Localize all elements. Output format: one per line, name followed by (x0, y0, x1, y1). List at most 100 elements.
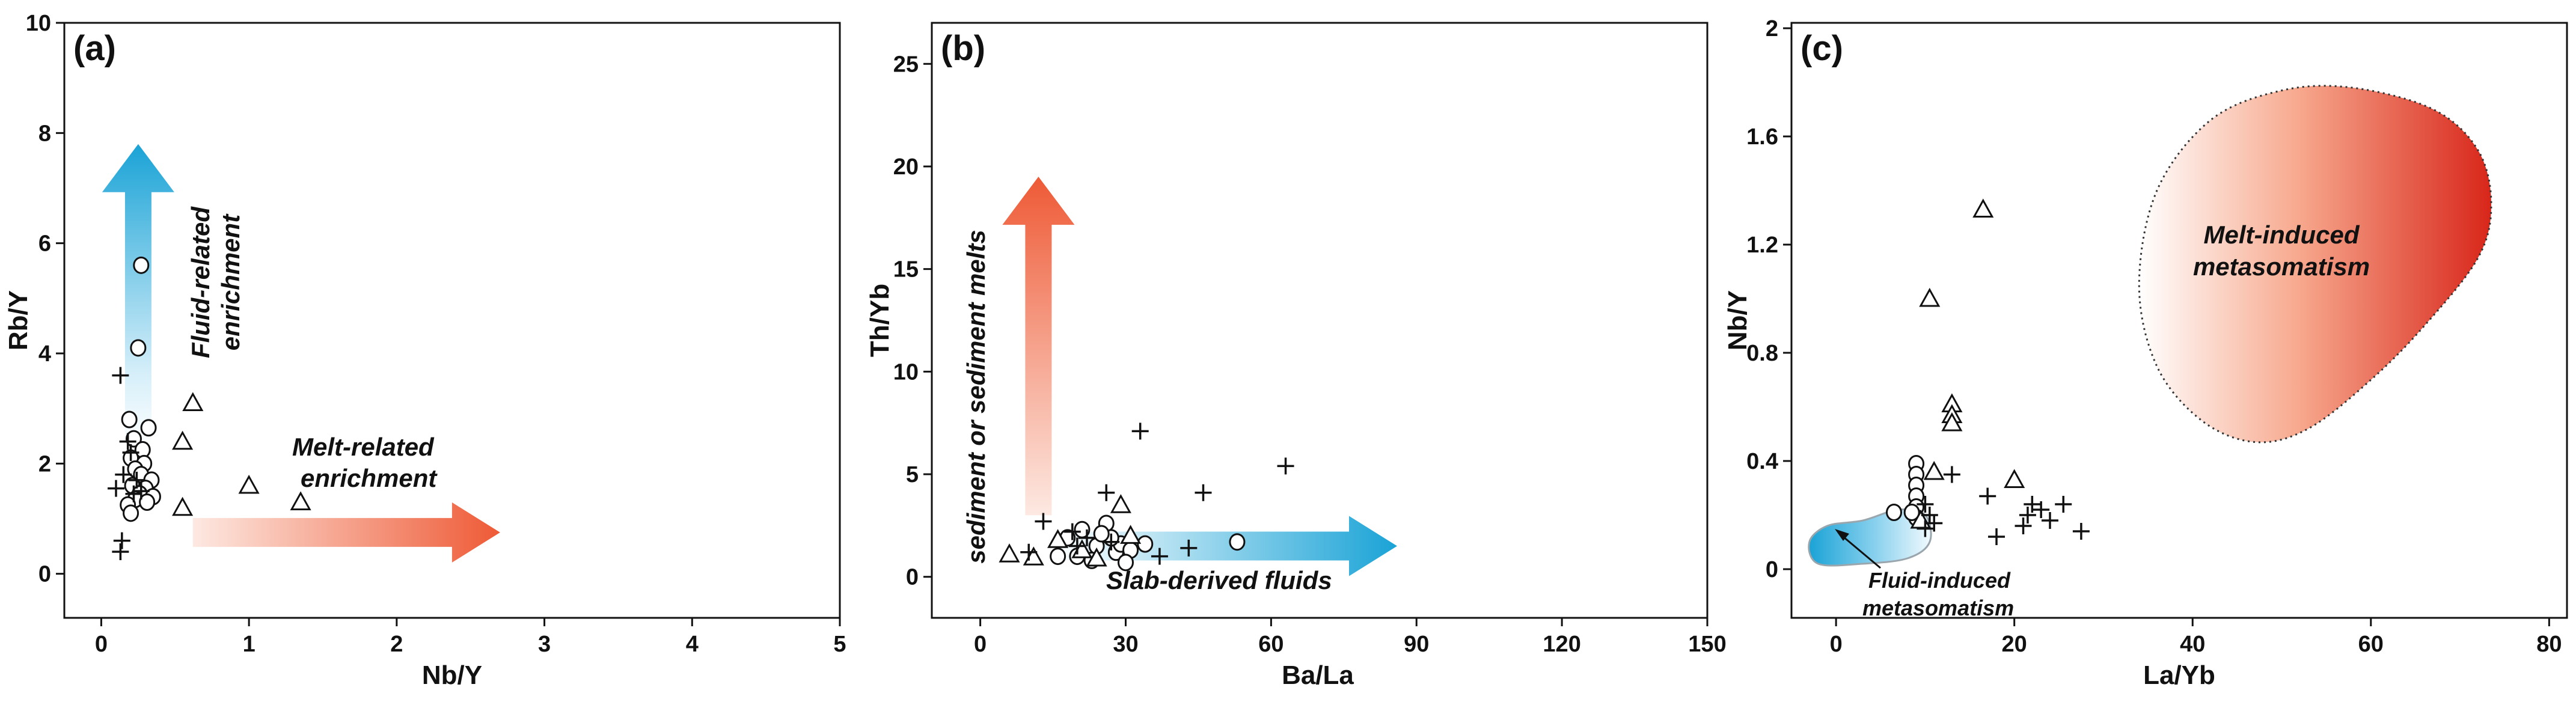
triangle-point (172, 496, 194, 516)
cross-point (115, 466, 132, 483)
panel-b-label: (b) (941, 29, 985, 68)
cross-point (1151, 548, 1168, 565)
panel-c: 0 20 40 60 80 0 0.4 0.8 1.2 1.6 2 (c) La/Yb Nb/Y M… (1723, 16, 2568, 690)
cross-point (1926, 514, 1943, 532)
panel-a-label: (a) (73, 29, 116, 68)
melt-induced-label: Melt-induced (2204, 221, 2360, 249)
panel-c-xtick-label: 40 (2180, 632, 2205, 657)
triangle-point (1120, 525, 1142, 544)
fluid-region-pointer (1839, 533, 1881, 569)
cross-point (1921, 507, 1938, 523)
cross-point (1103, 533, 1120, 551)
panel-b-ticks: 0 30 60 90 120 150 0 5 10 15 20 25 (893, 52, 1727, 657)
fluid-metasomatism-label: metasomatism (1862, 596, 2014, 620)
circle-point (1903, 504, 1920, 521)
cross-point (1917, 496, 1934, 513)
cross-point (1277, 457, 1294, 475)
panel-b-ylabel: Th/Yb (865, 284, 895, 357)
panel-a-points (108, 256, 311, 560)
cross-point (125, 485, 142, 502)
circle-point (1093, 525, 1110, 543)
panel-a-xtick-label: 2 (390, 632, 403, 657)
panel-a-arrow-right (192, 502, 500, 563)
panel-b-plot-frame (931, 22, 1709, 619)
cross-point (1180, 539, 1198, 557)
panel-a-arrow-up (102, 144, 174, 447)
panel-a-xlabel: Nb/Y (422, 661, 482, 690)
panel-c-label: (c) (1800, 29, 1843, 68)
cross-point (128, 471, 145, 489)
fluid-enrichment-label: enrichment (216, 213, 245, 350)
panel-a: 0 1 2 3 4 5 0 2 4 6 8 10 (a) Nb/Y Rb/Y Fluid-relate… (4, 11, 846, 690)
cross-point (1195, 484, 1212, 501)
melt-enrichment-label: enrichment (301, 464, 438, 492)
triangle-point (1023, 546, 1044, 566)
circle-point (1137, 535, 1154, 553)
panel-b-ytick-label: 10 (893, 359, 919, 385)
triangle-point (2004, 469, 2025, 488)
panel-b-ytick-label: 0 (906, 565, 919, 590)
cross-point (1078, 529, 1095, 546)
circle-point (123, 504, 139, 522)
cross-point (119, 433, 136, 450)
cross-point (113, 532, 130, 549)
cross-point (122, 444, 139, 461)
circle-point (1229, 533, 1246, 551)
circle-point (133, 256, 150, 274)
panel-a-ytick-label: 8 (38, 121, 51, 146)
panel-c-xtick-label: 0 (1830, 632, 1843, 657)
panel-a-ylabel: Rb/Y (4, 290, 33, 350)
cross-point (108, 480, 124, 497)
panel-c-ytick-label: 0.4 (1746, 449, 1778, 474)
panel-a-xtick-label: 4 (686, 632, 699, 657)
panel-a-ytick-label: 0 (38, 562, 51, 587)
cross-point (112, 543, 129, 560)
panel-a-xtick-label: 1 (243, 632, 255, 657)
cross-point (1063, 523, 1081, 540)
panel-a-ytick-label: 10 (26, 11, 51, 36)
cross-point (1979, 487, 1996, 505)
panel-b-xtick-label: 60 (1258, 632, 1283, 657)
triangle-point (1941, 412, 1963, 432)
triangle-point (172, 430, 194, 450)
sediment-melts-label: sediment or sediment melts (962, 230, 990, 564)
fluid-induced-label: Fluid-induced (1868, 568, 2011, 593)
circle-point (1886, 504, 1903, 521)
cross-point (1943, 466, 1960, 483)
panel-c-ticks: 0 20 40 60 80 0 0.4 0.8 1.2 1.6 2 (1746, 16, 2562, 657)
cross-point (132, 483, 150, 500)
panel-a-ytick-label: 6 (38, 231, 51, 257)
panel-c-ytick-label: 1.6 (1746, 124, 1778, 150)
panel-a-xtick-label: 0 (95, 632, 108, 657)
panel-a-ticks: 0 1 2 3 4 5 0 2 4 6 8 10 (26, 11, 846, 657)
panel-b-arrow-right (1053, 516, 1397, 576)
panel-b-arrow-up (1002, 177, 1075, 516)
triangle-point (290, 491, 311, 510)
cross-point (112, 367, 129, 384)
panel-c-xtick-label: 60 (2358, 632, 2384, 657)
panel-b-ytick-label: 5 (906, 462, 919, 487)
triangle-point (1086, 547, 1107, 567)
melt-metasomatism-label: metasomatism (2193, 252, 2370, 281)
fluid-related-label: Fluid-related (186, 206, 215, 358)
panel-b-xlabel: Ba/La (1282, 661, 1354, 690)
cross-point (2055, 496, 2072, 513)
panel-c-xtick-label: 80 (2536, 632, 2562, 657)
cross-point (1988, 528, 2005, 545)
cross-point (2033, 501, 2050, 518)
panel-c-regions (1808, 85, 2492, 567)
panel-c-points (1886, 198, 2090, 545)
triangle-point (999, 543, 1020, 563)
panel-c-ytick-label: 1.2 (1746, 233, 1778, 258)
panel-c-ytick-label: 2 (1766, 16, 1778, 41)
circle-point (140, 419, 157, 437)
panel-b-points (999, 423, 1294, 572)
melt-related-label: Melt-related (292, 433, 435, 461)
circle-point (130, 339, 147, 357)
circle-point (125, 430, 142, 448)
panel-c-ytick-label: 0.8 (1746, 341, 1778, 366)
panel-c-plot-frame (1790, 22, 2568, 619)
panel-b-xtick-label: 0 (974, 632, 987, 657)
cross-point (1131, 423, 1149, 440)
